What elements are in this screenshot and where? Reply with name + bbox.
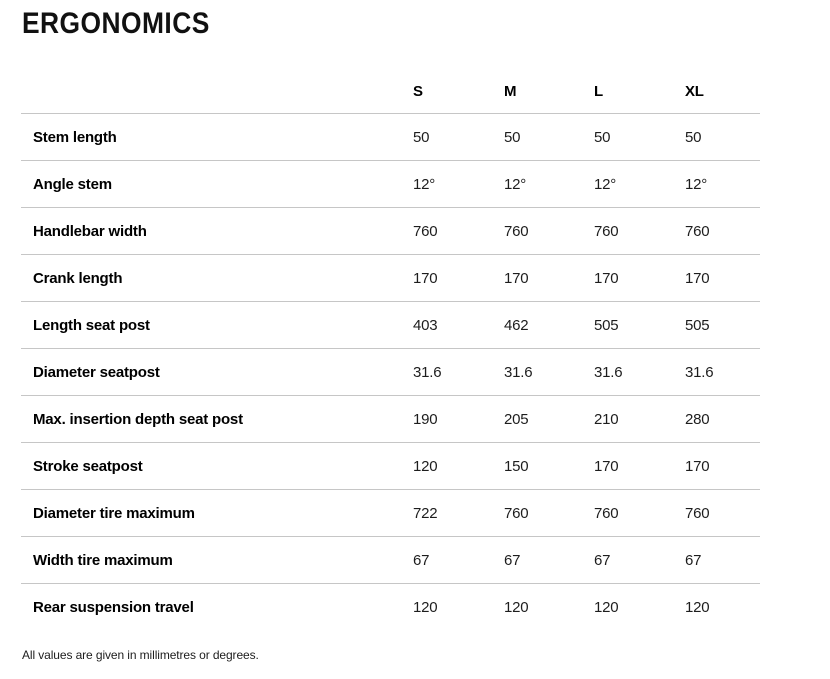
spec-value: 150	[504, 442, 594, 490]
table-row: Diameter seatpost 31.6 31.6 31.6 31.6	[21, 348, 760, 396]
row-label: Rear suspension travel	[33, 598, 194, 616]
spec-value: 505	[594, 301, 685, 349]
spec-value: 760	[504, 489, 594, 537]
table-row: Handlebar width 760 760 760 760	[21, 207, 760, 255]
spec-value: 120	[594, 598, 619, 616]
spec-value: 67	[594, 536, 685, 584]
row-label: Diameter tire maximum	[21, 489, 413, 537]
spec-value: 462	[504, 301, 594, 349]
spec-value: 505	[685, 301, 760, 349]
spec-value: 280	[685, 395, 760, 443]
spec-value: 210	[594, 395, 685, 443]
table-row: Stroke seatpost 120 150 170 170	[21, 442, 760, 490]
spec-value: 50	[594, 113, 685, 161]
spec-value: 67	[504, 536, 594, 584]
spec-value: 12°	[594, 160, 685, 208]
spec-value: 50	[413, 113, 504, 161]
spec-value: 760	[685, 207, 760, 255]
row-label: Diameter seatpost	[21, 348, 413, 396]
spec-value: 760	[413, 207, 504, 255]
spec-value: 50	[685, 113, 760, 161]
spec-value: 31.6	[413, 348, 504, 396]
spec-value: 170	[594, 442, 685, 490]
table-header-row: S M L XL	[21, 70, 760, 114]
spec-value: 120	[413, 442, 504, 490]
size-column-header-s: S	[413, 70, 504, 114]
spec-value: 12°	[685, 160, 760, 208]
section-title-text: ERGONOMICS	[22, 7, 210, 40]
spec-value: 67	[685, 536, 760, 584]
spec-value: 31.6	[594, 348, 685, 396]
spec-value: 12°	[413, 160, 504, 208]
spec-value: 170	[594, 254, 685, 302]
header-label-spacer	[21, 70, 413, 114]
size-column-header-l: L	[594, 70, 685, 114]
row-label: Width tire maximum	[21, 536, 413, 584]
spec-value: 31.6	[685, 348, 760, 396]
row-label: Length seat post	[21, 301, 413, 349]
spec-value: 170	[685, 254, 760, 302]
row-label: Stem length	[21, 113, 413, 161]
row-label: Handlebar width	[21, 207, 413, 255]
spec-value: 760	[594, 489, 685, 537]
size-column-header-m: M	[504, 70, 594, 114]
spec-value: 722	[413, 489, 504, 537]
units-footnote: All values are given in millimetres or d…	[22, 648, 259, 662]
ergonomics-table: S M L XL Stem length 50 50 50 50 Angle stem 12° 12…	[21, 70, 760, 630]
spec-value: 67	[413, 536, 504, 584]
table-row: Stem length 50 50 50 50	[21, 113, 760, 161]
spec-value: 170	[413, 254, 504, 302]
spec-value: 120	[413, 598, 438, 616]
size-column-header-xl: XL	[685, 70, 760, 114]
table-row: Crank length 170 170 170 170	[21, 254, 760, 302]
spec-value: 403	[413, 301, 504, 349]
table-row: Max. insertion depth seat post 190 205 210 2…	[21, 395, 760, 443]
table-row: Angle stem 12° 12° 12° 12°	[21, 160, 760, 208]
table-row: Length seat post 403 462 505 505	[21, 301, 760, 349]
row-label: Angle stem	[21, 160, 413, 208]
spec-value: 760	[504, 207, 594, 255]
table-row: Diameter tire maximum 722 760 760 760	[21, 489, 760, 537]
spec-value: 170	[685, 442, 760, 490]
spec-value: 31.6	[504, 348, 594, 396]
spec-value: 12°	[504, 160, 594, 208]
spec-value: 760	[594, 207, 685, 255]
spec-value: 170	[504, 254, 594, 302]
spec-value: 205	[504, 395, 594, 443]
spec-value: 120	[504, 598, 529, 616]
table-row: Rear suspension travel 120 120 120 120	[21, 584, 760, 631]
table-row: Width tire maximum 67 67 67 67	[21, 536, 760, 584]
spec-value: 760	[685, 489, 760, 537]
row-label: Crank length	[21, 254, 413, 302]
section-title: ERGONOMICS	[0, 0, 830, 39]
table-body: Stem length 50 50 50 50 Angle stem 12° 12° 12° 12…	[21, 113, 760, 631]
row-label: Max. insertion depth seat post	[21, 395, 413, 443]
spec-value: 120	[685, 598, 710, 616]
row-label: Stroke seatpost	[21, 442, 413, 490]
spec-value: 50	[504, 113, 594, 161]
spec-value: 190	[413, 395, 504, 443]
